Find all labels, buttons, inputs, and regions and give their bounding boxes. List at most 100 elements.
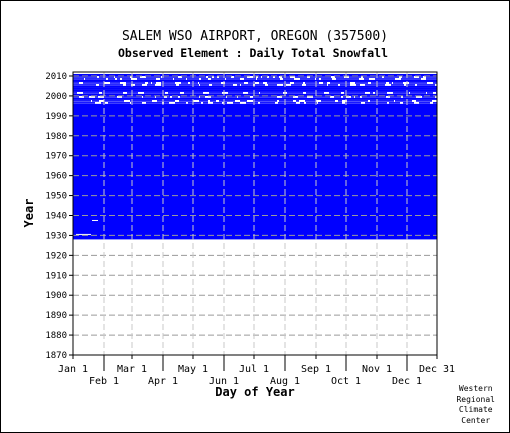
data-row-segment <box>137 78 156 80</box>
data-row-segment <box>279 100 293 102</box>
data-row-segment <box>233 102 240 104</box>
y-tick-label: 1970 <box>45 152 67 162</box>
data-row-segment <box>73 82 79 84</box>
data-row-segment <box>433 82 437 84</box>
data-row-segment <box>426 76 437 78</box>
data-row-segment <box>199 100 208 102</box>
data-row-segment <box>393 82 403 84</box>
y-tick-label: 1940 <box>45 211 67 221</box>
data-row-segment <box>102 92 123 94</box>
data-row-segment <box>73 92 77 94</box>
chart-title: SALEM WSO AIRPORT, OREGON (357500) <box>122 29 388 44</box>
data-row-segment <box>330 82 350 84</box>
y-tick-label: 1890 <box>45 311 67 321</box>
data-row-segment <box>148 82 151 84</box>
data-row-segment <box>347 100 368 102</box>
x-tick-label: Aug 1 <box>270 376 300 387</box>
data-row-segment <box>126 82 145 84</box>
data-row-segment <box>162 76 178 78</box>
x-tick-label: Dec 31 <box>419 364 455 375</box>
data-row-segment <box>214 76 217 78</box>
data-row-segment <box>147 84 155 86</box>
data-row-segment <box>329 92 341 94</box>
data-row-segment <box>283 78 294 80</box>
data-row-segment <box>269 76 273 78</box>
y-axis-ticks: 1870 1880 1890 1900 1910 1920 1930 1940 1950 1960… <box>45 72 73 361</box>
credit-line: Western <box>458 384 493 393</box>
data-row-segment <box>416 100 432 102</box>
data-row-segment <box>363 76 382 78</box>
data-row-segment <box>164 102 169 104</box>
data-row-segment <box>300 78 315 80</box>
data-row-segment <box>384 76 399 78</box>
data-row-segment <box>234 76 247 78</box>
data-row-segment <box>99 84 123 86</box>
data-row-segment <box>99 76 114 78</box>
y-tick-label: 1920 <box>45 251 67 261</box>
credit-line: Regional <box>456 394 495 404</box>
data-row-segment <box>351 96 354 98</box>
data-block <box>73 103 437 240</box>
data-row-segment <box>213 102 222 104</box>
data-row-segment <box>389 102 400 104</box>
data-row-segment <box>390 96 401 98</box>
data-row-segment <box>318 102 342 104</box>
data-row-segment <box>393 92 409 94</box>
data-row-segment <box>248 82 255 84</box>
data-row-segment <box>305 100 316 102</box>
data-row-segment <box>144 92 165 94</box>
y-tick-label: 1930 <box>45 231 67 241</box>
data-row <box>73 87 437 90</box>
data-row-segment <box>240 100 247 102</box>
data-row-segment <box>375 92 387 94</box>
data-layer <box>73 73 437 240</box>
data-row-segment <box>73 84 96 86</box>
data-row-segment <box>83 92 99 94</box>
data-row-segment <box>110 82 120 84</box>
y-tick-label: 2000 <box>45 92 67 102</box>
data-row-segment <box>370 100 394 102</box>
data-row-segment <box>375 78 395 80</box>
data-row-segment <box>419 102 430 104</box>
data-row-segment <box>262 76 267 78</box>
data-row-segment <box>209 92 222 94</box>
y-tick-label: 1990 <box>45 112 67 122</box>
data-row-segment <box>422 96 435 98</box>
data-row-segment <box>365 84 385 86</box>
data-row <box>73 93 437 96</box>
data-row-segment <box>296 100 299 102</box>
x-tick-label: Jun 1 <box>209 376 239 387</box>
data-row-segment <box>344 92 365 94</box>
data-row-segment <box>298 96 307 98</box>
data-row-segment <box>340 84 350 86</box>
data-row-segment <box>122 96 142 98</box>
y-tick-label: 2010 <box>45 72 67 82</box>
data-row-segment <box>157 100 175 102</box>
data-row-segment <box>85 78 106 80</box>
y-tick-label: 1880 <box>45 331 67 341</box>
data-row-segment <box>237 84 240 86</box>
data-row-segment <box>403 96 416 98</box>
data-row-segment <box>419 76 423 78</box>
data-row-segment <box>255 84 265 86</box>
data-row-segment <box>335 76 344 78</box>
data-row-segment <box>101 102 105 104</box>
grid-layer <box>73 72 437 356</box>
data-row-segment <box>427 92 433 94</box>
data-row-segment <box>349 76 361 78</box>
data-row-segment <box>362 96 386 98</box>
data-row-segment <box>203 102 208 104</box>
data-row-segment <box>132 76 140 78</box>
x-tick-label: Dec 1 <box>392 376 422 387</box>
x-tick-label: Apr 1 <box>148 376 178 387</box>
data-row-segment <box>241 84 253 86</box>
y-tick-label: 1900 <box>45 291 67 301</box>
data-row-segment <box>181 82 188 84</box>
data-row-segment <box>115 76 130 78</box>
data-row-segment <box>282 76 290 78</box>
data-row-segment <box>161 82 175 84</box>
data-row <box>73 73 437 76</box>
data-row-segment <box>244 78 256 80</box>
wrcc-credit: Western Regional Climate Center <box>456 384 495 426</box>
